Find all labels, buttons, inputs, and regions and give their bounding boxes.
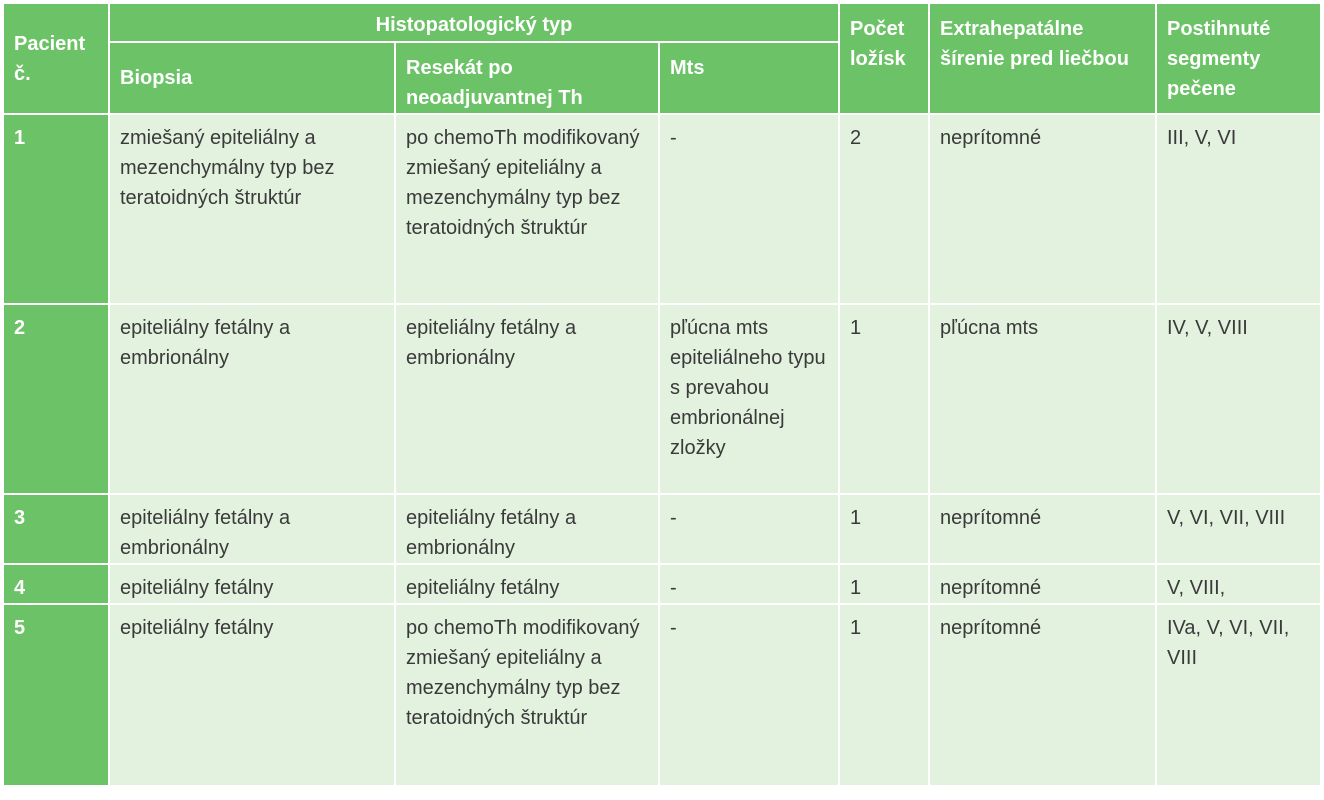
cell-segmenty: IVa, V, VI, VII, VIII [1157,605,1320,785]
cell-extra: neprítomné [930,495,1155,563]
cell-pocet: 1 [840,495,928,563]
row-number: 5 [4,605,108,785]
cell-segmenty: V, VI, VII, VIII [1157,495,1320,563]
cell-biopsia: epiteliálny fetálny a embrionálny [110,495,394,563]
header-segmenty: Postihnuté segmenty pečene [1157,4,1320,113]
cell-pocet: 1 [840,305,928,493]
cell-extra: neprítomné [930,565,1155,603]
cell-resekat: epiteliálny fetálny a embrionálny [396,495,658,563]
cell-resekat: po chemoTh modifikovaný zmiešaný epiteli… [396,115,658,303]
table-row: 1 zmiešaný epiteliálny a mezenchymálny t… [4,115,1320,303]
table-row: 3 epiteliálny fetálny a embrionálny epit… [4,495,1320,563]
header-resekat: Resekát po neoadjuvantnej Th [396,43,658,113]
table-row: 4 epiteliálny fetálny epiteliálny fetáln… [4,565,1320,603]
table-row: 2 epiteliálny fetálny a embrionálny epit… [4,305,1320,493]
cell-biopsia: epiteliálny fetálny [110,605,394,785]
histopathology-table: Pacient č. Histopatologický typ Počet lo… [2,2,1322,787]
cell-segmenty: V, VIII, [1157,565,1320,603]
cell-resekat: epiteliálny fetálny [396,565,658,603]
cell-mts: - [660,605,838,785]
cell-extra: pľúcna mts [930,305,1155,493]
table-container: Pacient č. Histopatologický typ Počet lo… [2,2,1322,787]
table-row: 5 epiteliálny fetálny po chemoTh modifik… [4,605,1320,785]
row-number: 3 [4,495,108,563]
cell-pocet: 2 [840,115,928,303]
row-number: 1 [4,115,108,303]
cell-biopsia: epiteliálny fetálny a embrionálny [110,305,394,493]
cell-biopsia: epiteliálny fetálny [110,565,394,603]
cell-resekat: epiteliálny fetálny a embrionálny [396,305,658,493]
row-number: 2 [4,305,108,493]
cell-mts: - [660,495,838,563]
header-pacient: Pacient č. [4,4,108,113]
cell-extra: neprítomné [930,605,1155,785]
header-mts: Mts [660,43,838,113]
header-extrahepatalne: Extrahepatálne šírenie pred liečbou [930,4,1155,113]
cell-biopsia: zmiešaný epiteliálny a mezenchymálny typ… [110,115,394,303]
header-histopathology-group: Histopatologický typ [110,4,838,41]
cell-resekat: po chemoTh modifikovaný zmiešaný epiteli… [396,605,658,785]
header-pocet-lozisk: Počet ložísk [840,4,928,113]
cell-mts: pľúcna mts epiteliálneho typu s prevahou… [660,305,838,493]
header-biopsia: Biopsia [110,43,394,113]
cell-mts: - [660,115,838,303]
cell-pocet: 1 [840,605,928,785]
cell-segmenty: III, V, VI [1157,115,1320,303]
cell-pocet: 1 [840,565,928,603]
cell-segmenty: IV, V, VIII [1157,305,1320,493]
cell-extra: neprítomné [930,115,1155,303]
row-number: 4 [4,565,108,603]
cell-mts: - [660,565,838,603]
